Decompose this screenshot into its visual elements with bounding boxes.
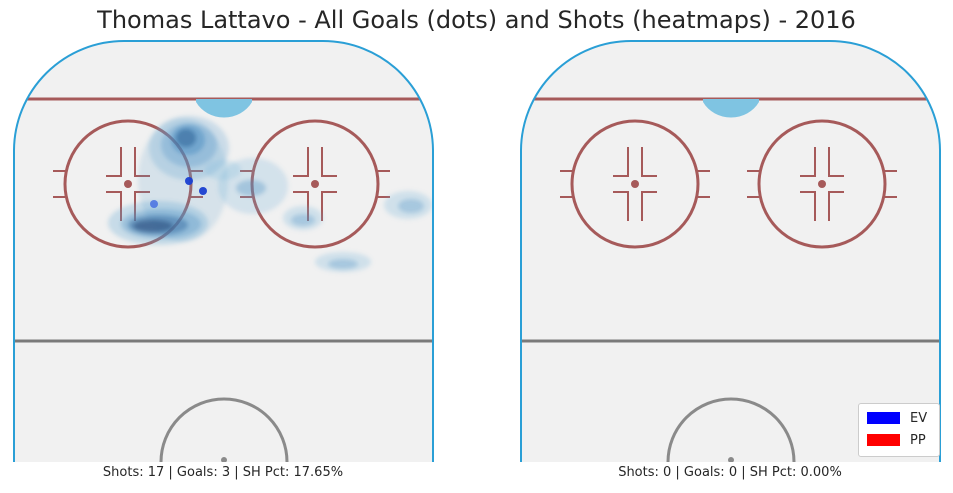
caption-left: Shots: 17 | Goals: 3 | SH Pct: 17.65% <box>102 465 344 480</box>
legend: EV PP <box>858 403 940 457</box>
hash-marks-right <box>747 147 897 221</box>
goal-dots-left <box>150 177 207 208</box>
center-circle <box>159 397 289 462</box>
goal-crease <box>196 99 252 118</box>
faceoff-circle-left <box>570 119 700 249</box>
shot-heatmap <box>108 42 433 272</box>
hash-marks-left <box>53 147 203 221</box>
legend-item-pp: PP <box>867 432 926 448</box>
goal-dot <box>150 200 158 208</box>
center-dot <box>221 457 227 462</box>
legend-swatch-ev <box>867 412 900 424</box>
rink-left <box>13 40 434 462</box>
faceoff-dot-right <box>311 180 319 188</box>
legend-item-ev: EV <box>867 410 927 426</box>
ice-surface <box>521 41 940 462</box>
faceoff-dot-left <box>631 180 639 188</box>
faceoff-dot-left <box>124 180 132 188</box>
ice-surface <box>14 41 433 462</box>
legend-swatch-pp <box>867 434 900 446</box>
goal-crease <box>703 99 759 118</box>
legend-label-pp: PP <box>910 432 926 448</box>
goal-dot <box>199 187 207 195</box>
boards-right <box>520 40 941 462</box>
rink-right <box>520 40 941 462</box>
caption-right: Shots: 0 | Goals: 0 | SH Pct: 0.00% <box>618 465 842 480</box>
chart-title: Thomas Lattavo - All Goals (dots) and Sh… <box>97 6 856 34</box>
boards-left <box>13 40 434 462</box>
hash-marks-left <box>560 147 710 221</box>
center-dot <box>728 457 734 462</box>
faceoff-dot-right <box>818 180 826 188</box>
faceoff-circle-right <box>757 119 887 249</box>
center-circle <box>666 397 796 462</box>
legend-label-ev: EV <box>910 410 928 426</box>
goal-dot <box>185 177 193 185</box>
